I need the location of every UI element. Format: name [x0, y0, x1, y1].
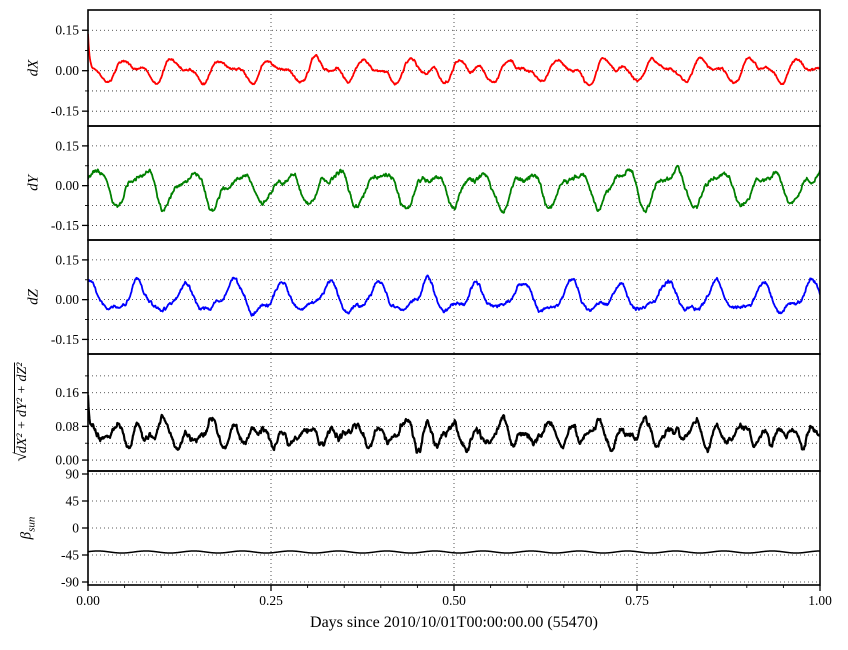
x-tick-label: 1.00	[808, 593, 832, 608]
y-tick-label: 0.08	[55, 419, 79, 434]
panel-dz: 0.15 0.00 -0.15	[51, 239, 821, 355]
y-tick-label: 0.00	[55, 292, 79, 307]
y-tick-label: 0.16	[55, 385, 79, 400]
panel-dy: 0.15 0.00 -0.15	[51, 125, 821, 241]
x-tick-label: 0.50	[442, 593, 466, 608]
beta-sun-trace	[88, 550, 820, 554]
y-tick-label: 0	[72, 521, 79, 536]
y-tick-label: -45	[61, 548, 79, 563]
y-tick-label: -90	[61, 575, 79, 590]
y-tick-label: 45	[66, 494, 80, 509]
x-axis: 0.00 0.25 0.50 0.75 1.00	[76, 585, 832, 608]
y-tick-label: 0.15	[55, 23, 79, 38]
panel-frame	[87, 353, 821, 472]
y-tick-label: 90	[66, 467, 80, 482]
y-tick-label: -0.15	[51, 104, 79, 119]
x-tick-label: 0.00	[76, 593, 100, 608]
y-tick-label: 0.00	[55, 178, 79, 193]
y-tick-label: 0.00	[55, 453, 79, 468]
panel-beta-sun: 90 45 0 -45 -90	[61, 467, 821, 590]
y-tick-label: 0.15	[55, 138, 79, 153]
dz-trace	[88, 274, 820, 317]
x-tick-label: 0.25	[259, 593, 283, 608]
x-tick-label: 0.75	[625, 593, 649, 608]
magnitude-trace	[88, 394, 820, 454]
dx-trace	[88, 33, 820, 87]
y-tick-label: 0.00	[55, 63, 79, 78]
y-tick-label: 0.15	[55, 252, 79, 267]
dy-trace	[88, 164, 820, 214]
y-tick-label: -0.15	[51, 332, 79, 347]
y-tick-label: -0.15	[51, 218, 79, 233]
panel-dx: 0.15 0.00 -0.15	[51, 9, 821, 127]
panel-magnitude: 0.16 0.08 0.00	[55, 353, 821, 472]
